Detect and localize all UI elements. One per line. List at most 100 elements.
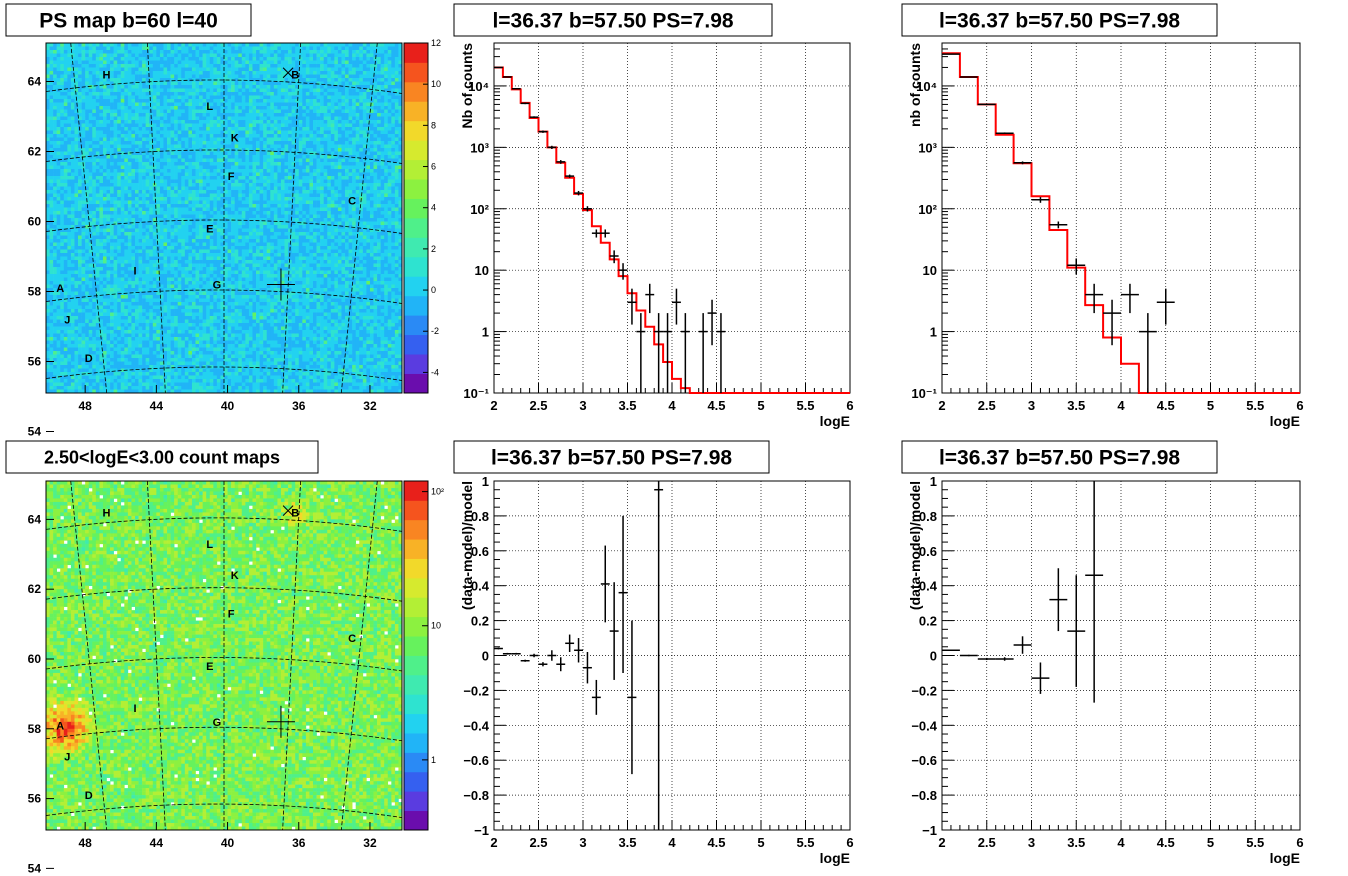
- y-tick-label: 10⁻¹: [463, 386, 489, 401]
- x-axis-label: logE: [1270, 850, 1300, 866]
- data-point: [959, 654, 978, 657]
- data-point: [529, 116, 539, 119]
- source-label-a: A: [56, 283, 64, 295]
- grid: [941, 480, 1301, 831]
- colorbar-tick-label: 10²: [431, 487, 444, 497]
- x-tick-label: 4.5: [707, 835, 725, 850]
- y-tick-label: −0.8: [463, 788, 489, 803]
- data-point: [618, 263, 628, 280]
- colorbar-tick-label: 2: [431, 244, 436, 254]
- data-point: [538, 130, 548, 133]
- y-tick-label: 0.4: [919, 579, 938, 594]
- y-axis-label: Nb of counts: [459, 43, 475, 129]
- color-bar: [403, 42, 429, 394]
- x-tick-label: 48: [78, 836, 92, 850]
- y-tick-label: 0.4: [471, 579, 490, 594]
- source-label-l: L: [206, 101, 213, 113]
- x-tick-label: 4: [1117, 835, 1125, 850]
- y-tick-label: 0.6: [919, 544, 937, 559]
- data-point: [636, 313, 646, 393]
- x-tick-label: 5.5: [1246, 398, 1264, 413]
- x-tick-label: 2: [938, 835, 945, 850]
- data-point: [556, 160, 566, 164]
- source-label-e: E: [206, 661, 213, 673]
- x-tick-label: 40: [221, 836, 235, 850]
- x-tick-label: 3: [579, 835, 586, 850]
- y-tick-label: −1: [922, 823, 937, 838]
- data-point: [1121, 283, 1139, 314]
- source-label-g: G: [213, 717, 222, 729]
- title-box: [901, 440, 1218, 474]
- map-graticule: [45, 42, 403, 394]
- chart-title: PS map b=60 l=40: [39, 10, 218, 33]
- data-point: [1156, 288, 1175, 325]
- y-tick-label: 10²: [918, 202, 937, 217]
- data-point: [645, 283, 655, 314]
- data-point: [1138, 313, 1157, 393]
- x-tick-label: 4.5: [707, 398, 725, 413]
- data-point: [600, 545, 610, 623]
- x-tick-label: 2.5: [978, 398, 996, 413]
- y-tick-label: 0.8: [919, 509, 937, 524]
- x-tick-label: 6: [846, 398, 853, 413]
- data-point: [591, 679, 601, 715]
- source-label-j: J: [64, 752, 70, 764]
- data-point: [1085, 283, 1104, 314]
- y-tick-label: 1: [482, 325, 489, 340]
- x-tick-label: 3.5: [618, 835, 636, 850]
- y-tick-label: 54: [28, 861, 42, 875]
- x-tick-label: 44: [150, 399, 164, 413]
- title-box: [453, 440, 770, 474]
- data-point: [600, 229, 610, 238]
- source-label-e: E: [206, 224, 213, 236]
- y-tick-label: 1: [930, 474, 937, 489]
- plot-2: 2 2.5 3 3.5 4 4.5 5 5.5 6 10⁻¹ 1 10 10² 10³ 10⁴ logE nb …: [907, 42, 1304, 429]
- y-tick-label: −0.6: [911, 753, 937, 768]
- y-axis-label: (data-model)/model: [907, 481, 923, 610]
- colorbar-tick-label: -2: [431, 326, 439, 336]
- x-tick-label: 3.5: [1067, 398, 1085, 413]
- source-label-f: F: [228, 609, 235, 621]
- y-tick-label: 58: [28, 285, 42, 299]
- x-tick-label: 32: [363, 399, 377, 413]
- y-tick-label: 60: [28, 652, 42, 666]
- source-label-l: L: [206, 539, 213, 551]
- y-tick-label: 10⁴: [916, 79, 937, 94]
- title-box: [5, 440, 319, 474]
- data-point: [977, 657, 996, 661]
- y-tick-label: 56: [28, 355, 42, 369]
- x-tick-label: 44: [150, 836, 164, 850]
- model-step-line: [942, 52, 1300, 394]
- x-tick-label: 3: [1028, 835, 1035, 850]
- x-tick-label: 3: [579, 398, 586, 413]
- data-point: [494, 647, 503, 650]
- x-tick-label: 4: [1117, 398, 1125, 413]
- y-tick-label: −0.2: [463, 683, 489, 698]
- colorbar-tick-label: 8: [431, 120, 436, 130]
- x-tick-label: 4: [668, 835, 676, 850]
- data-point: [995, 657, 1014, 661]
- data-point: [716, 313, 726, 393]
- source-label-i: I: [133, 703, 136, 715]
- data-point: [977, 103, 996, 106]
- ps-map: [46, 43, 403, 394]
- data-point: [565, 634, 575, 653]
- data-point: [1013, 636, 1032, 654]
- x-tick-label: 40: [221, 399, 235, 413]
- data-point: [1103, 299, 1121, 346]
- x-tick-label: 4.5: [1157, 835, 1175, 850]
- x-tick-label: 6: [1296, 835, 1303, 850]
- x-tick-label: 2: [490, 835, 497, 850]
- map-graticule: [45, 480, 403, 831]
- source-cross: [282, 505, 294, 517]
- plot-1: 2 2.5 3 3.5 4 4.5 5 5.5 6 10⁻¹ 1 10 10² 10³ 10⁴ logE Nb …: [459, 42, 854, 429]
- y-tick-label: 0.2: [919, 614, 937, 629]
- x-axis-label: logE: [820, 850, 850, 866]
- data-point: [565, 174, 575, 178]
- data-point: [1031, 197, 1050, 203]
- x-tick-label: 2.5: [529, 835, 547, 850]
- chart-title: l=36.37 b=57.50 PS=7.98: [939, 10, 1180, 33]
- source-label-c: C: [348, 633, 356, 645]
- data-point: [547, 650, 557, 661]
- x-tick-label: 5: [757, 835, 764, 850]
